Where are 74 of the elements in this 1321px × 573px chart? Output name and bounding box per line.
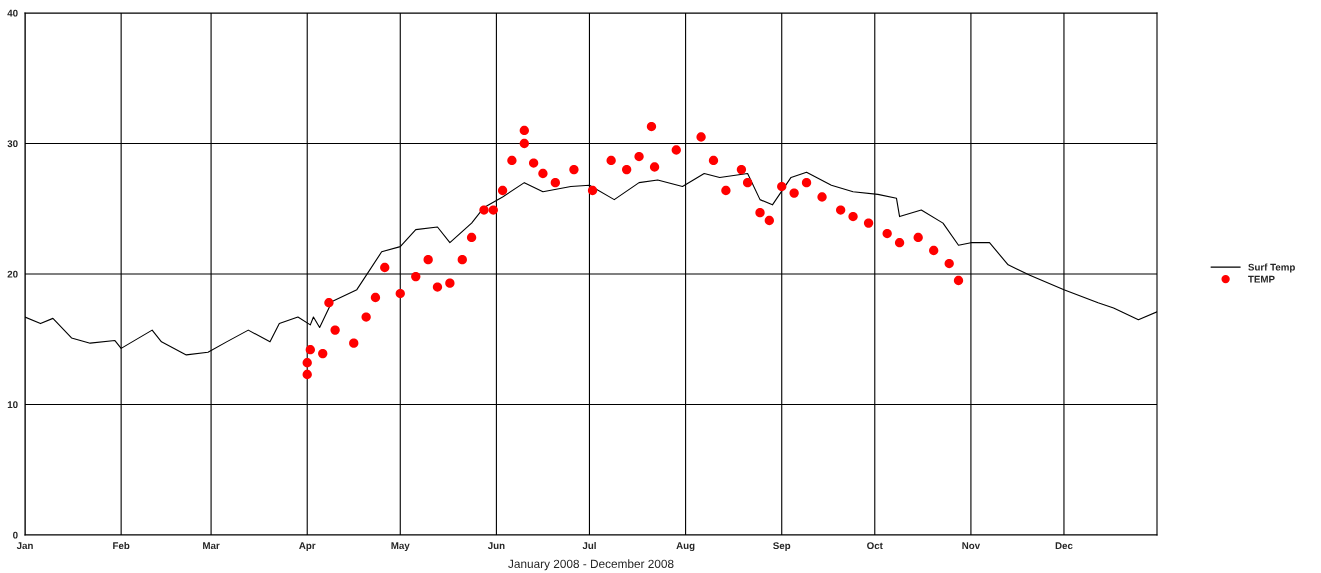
x-tick-label: Mar bbox=[203, 542, 220, 550]
point bbox=[324, 298, 334, 308]
point bbox=[929, 245, 939, 256]
x-tick-label: Feb bbox=[113, 541, 130, 550]
point bbox=[497, 185, 508, 196]
point bbox=[696, 132, 706, 142]
point bbox=[817, 192, 827, 202]
point bbox=[863, 218, 874, 228]
y-tick-label: 10 bbox=[7, 401, 18, 409]
point bbox=[538, 168, 548, 179]
x-tick-label: May bbox=[391, 542, 410, 552]
point bbox=[330, 325, 340, 335]
point bbox=[479, 205, 489, 215]
point bbox=[649, 162, 660, 172]
point bbox=[550, 177, 560, 188]
point bbox=[587, 185, 598, 196]
x-axis-title: January 2008 - December 2008 bbox=[508, 559, 674, 571]
point bbox=[622, 164, 632, 175]
x-tick-label: Oct bbox=[867, 542, 883, 550]
point bbox=[488, 205, 498, 215]
y-tick-label: 0 bbox=[13, 531, 18, 539]
y-tick-label: 30 bbox=[7, 140, 18, 148]
point bbox=[646, 121, 657, 132]
x-tick-label: Aug bbox=[676, 542, 695, 552]
point bbox=[848, 211, 858, 222]
point bbox=[764, 215, 774, 226]
point bbox=[411, 271, 421, 282]
point bbox=[318, 348, 328, 359]
point bbox=[361, 312, 371, 322]
y-tick-label: 20 bbox=[7, 270, 18, 278]
point bbox=[736, 164, 747, 175]
point bbox=[519, 138, 529, 149]
point bbox=[457, 254, 467, 265]
point bbox=[801, 177, 812, 188]
x-tick-label: Sep bbox=[773, 542, 791, 552]
point bbox=[302, 358, 312, 368]
x-tick-label: Jun bbox=[487, 542, 505, 550]
point bbox=[882, 228, 892, 239]
point bbox=[953, 275, 964, 286]
point bbox=[836, 205, 846, 215]
point bbox=[569, 164, 579, 175]
point bbox=[302, 369, 312, 380]
x-tick-label: Nov bbox=[962, 542, 981, 550]
x-tick-label: Jan bbox=[16, 542, 33, 550]
point bbox=[445, 278, 455, 288]
x-tick-label: Apr bbox=[299, 542, 316, 552]
point bbox=[432, 282, 443, 292]
point bbox=[507, 155, 517, 166]
point bbox=[466, 232, 477, 243]
point bbox=[380, 262, 390, 273]
x-tick-label: Dec bbox=[1055, 542, 1073, 550]
point bbox=[395, 288, 405, 299]
point bbox=[789, 188, 799, 198]
point bbox=[423, 254, 433, 265]
legend-label: TEMP bbox=[1248, 275, 1275, 283]
point bbox=[634, 151, 644, 162]
y-tick-label: 40 bbox=[7, 9, 18, 17]
point bbox=[519, 125, 529, 136]
point bbox=[755, 208, 765, 218]
point bbox=[370, 292, 381, 303]
point bbox=[671, 145, 681, 155]
point bbox=[944, 258, 954, 269]
point bbox=[913, 232, 923, 243]
point bbox=[708, 155, 719, 166]
point bbox=[721, 185, 731, 196]
point bbox=[349, 338, 359, 348]
point bbox=[894, 238, 905, 248]
point bbox=[606, 155, 616, 166]
point bbox=[742, 177, 753, 188]
point bbox=[305, 345, 315, 355]
point bbox=[528, 158, 539, 168]
point bbox=[777, 181, 787, 192]
legend-label: Surf Temp bbox=[1248, 263, 1295, 273]
x-tick-label: Jul bbox=[582, 541, 596, 550]
